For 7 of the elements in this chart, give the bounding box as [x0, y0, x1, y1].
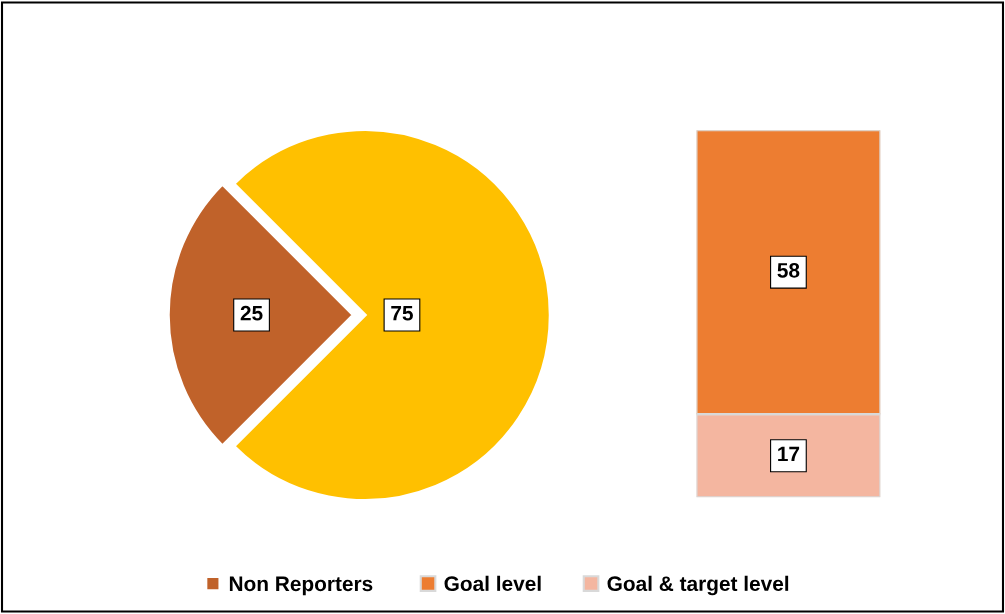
- legend-label: Goal level: [444, 575, 541, 592]
- data-label: 58: [777, 262, 800, 278]
- legend-label: Goal & target level: [607, 575, 789, 596]
- data-label: 75: [391, 306, 413, 321]
- legend-label: Non Reporters: [229, 576, 373, 596]
- data-label: 17: [778, 446, 800, 462]
- data-label: 25: [240, 305, 263, 321]
